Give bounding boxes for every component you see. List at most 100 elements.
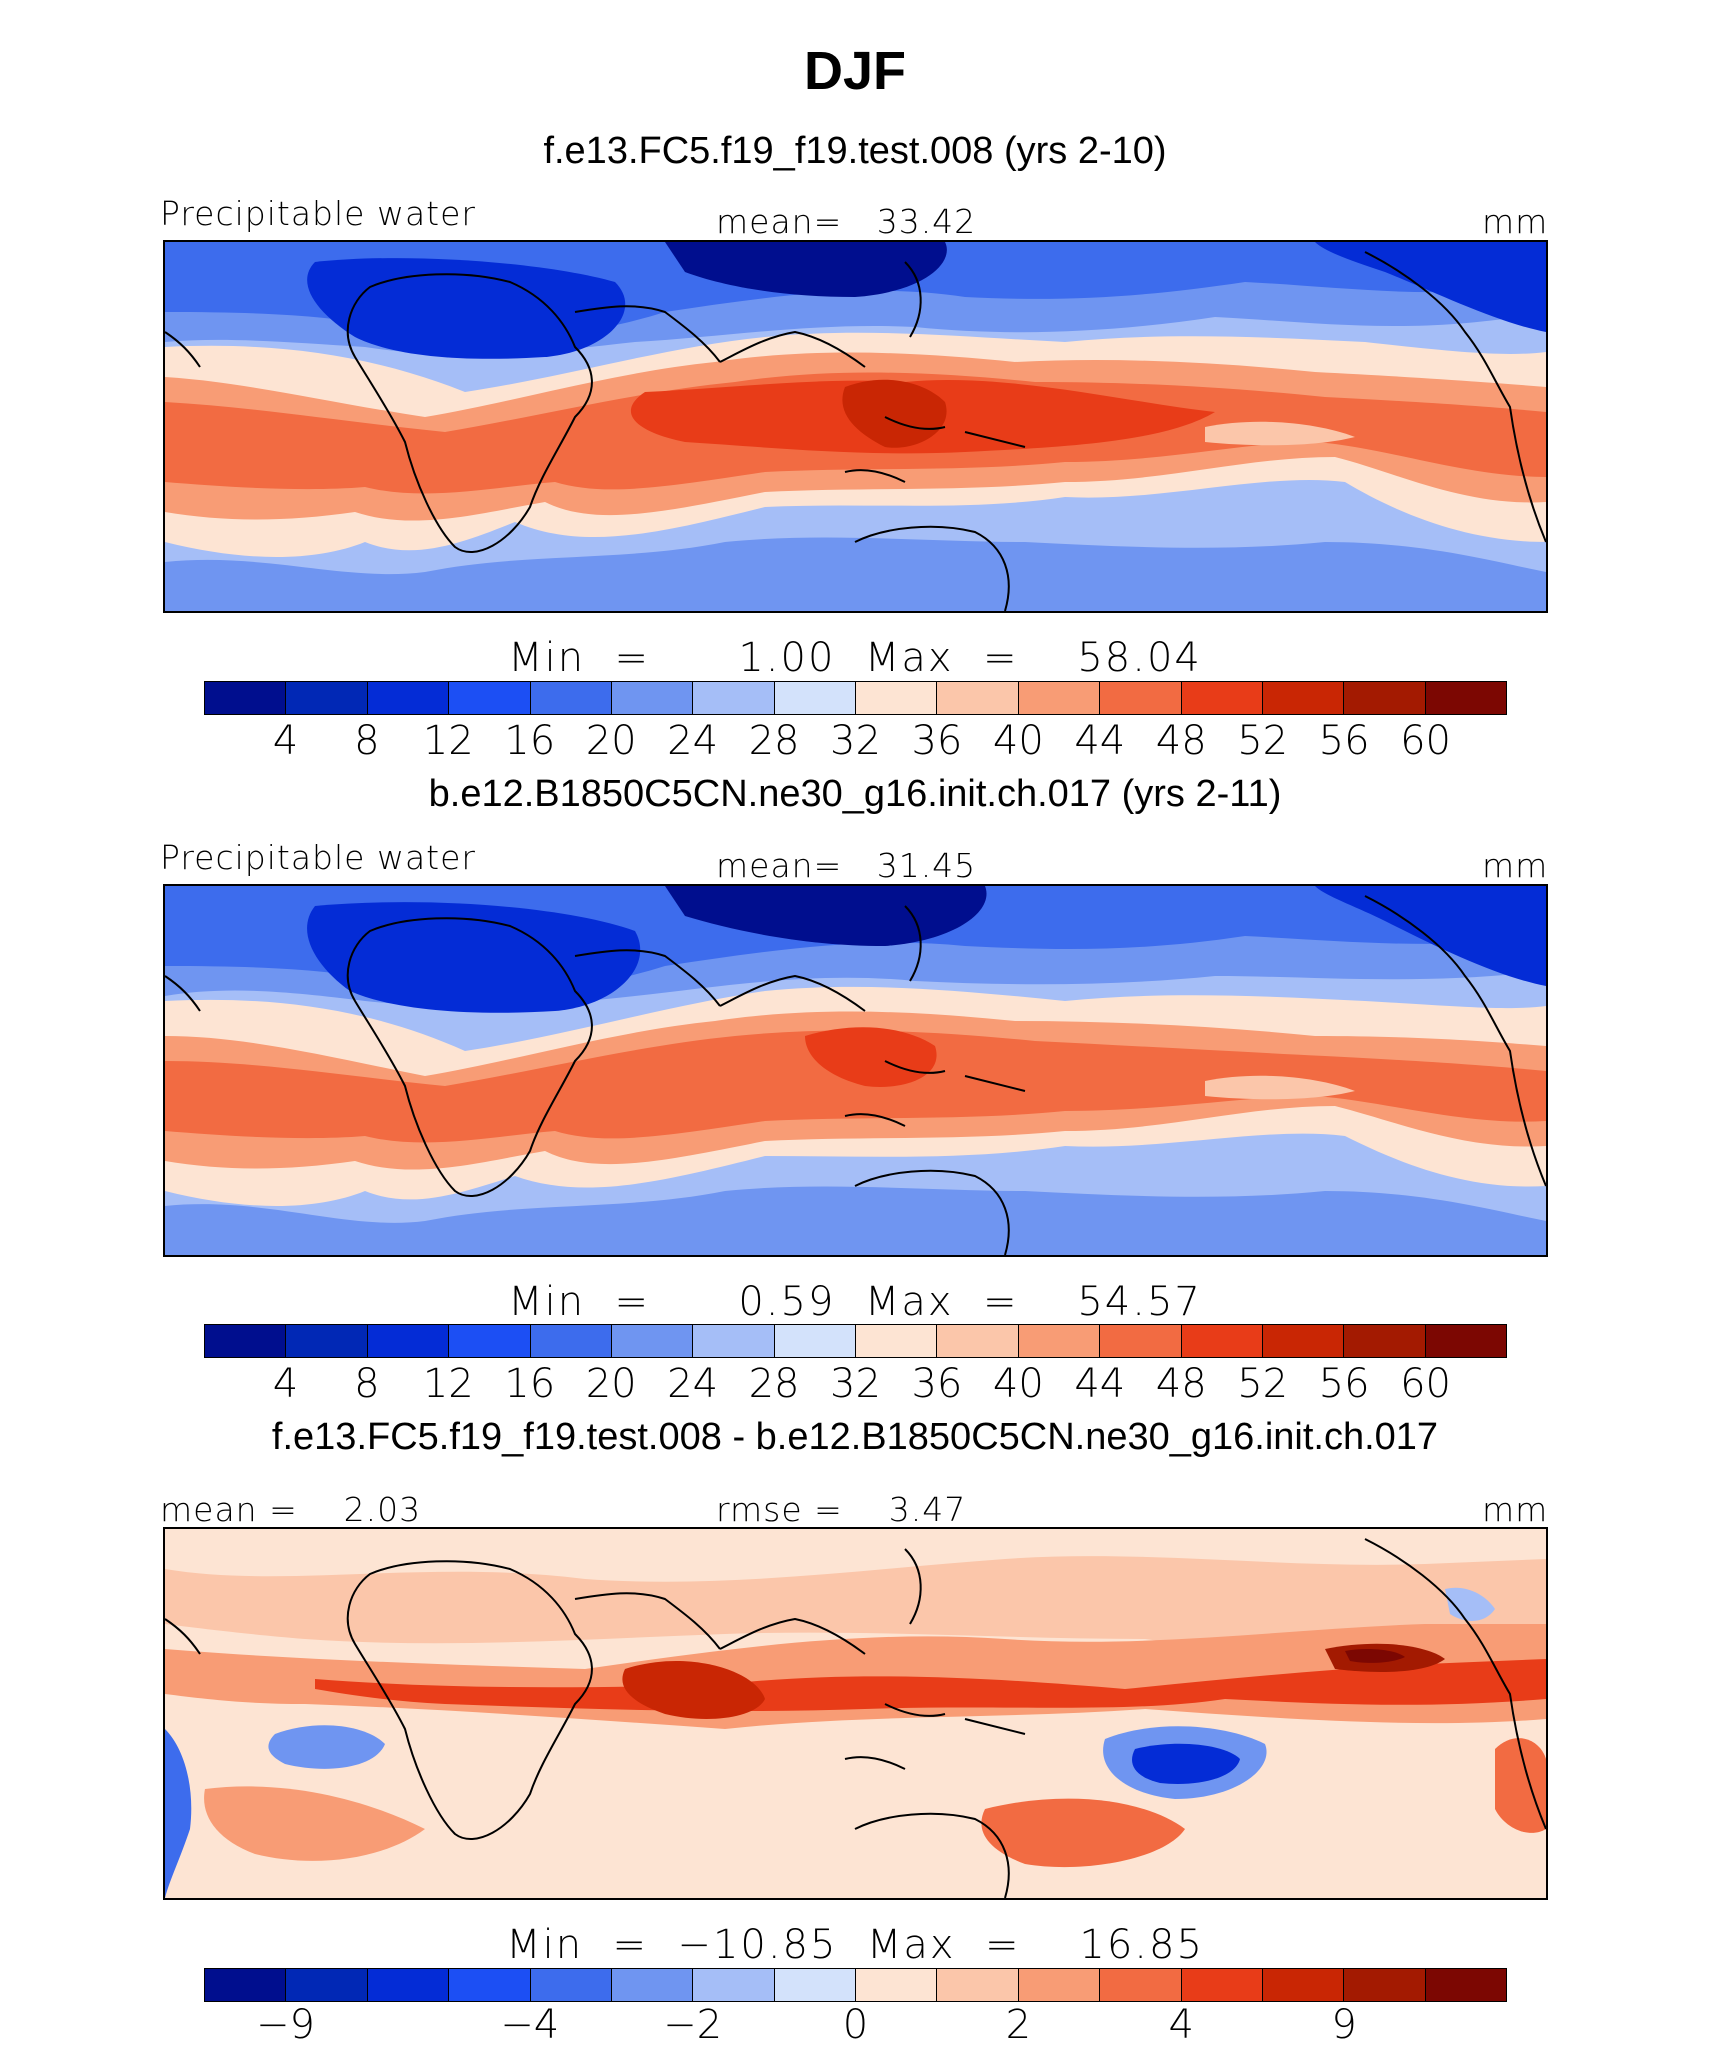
colorbar-box: [856, 1969, 938, 2001]
colorbar-box: [1425, 1969, 1506, 2001]
colorbar-tick-label: 0: [842, 2002, 869, 2048]
colorbar-box: [1262, 1325, 1345, 1357]
panel-2-minmax: Min = 0.59 Max = 54.57: [508, 1279, 1202, 1325]
colorbar-tick-label: 28: [748, 718, 800, 764]
colorbar-tick-label: 2: [1005, 2002, 1032, 2048]
colorbar-box: [693, 1969, 775, 2001]
colorbar-box: [1018, 1325, 1101, 1357]
colorbar-tick-label: 44: [1074, 718, 1126, 764]
colorbar-box: [1181, 1325, 1263, 1357]
colorbar-box: [449, 682, 531, 714]
colorbar-tick-label: 9: [1331, 2002, 1357, 2048]
colorbar-tick-label: 36: [911, 718, 963, 764]
colorbar-box: [205, 1325, 287, 1357]
colorbar-box: [1262, 1969, 1345, 2001]
panel-1-title: f.e13.FC5.f19_f19.test.008 (yrs 2-10): [543, 130, 1167, 172]
colorbar-box: [1100, 1969, 1182, 2001]
panel-2-variable-label: Precipitable water: [160, 838, 476, 877]
colorbar-box: [611, 1325, 694, 1357]
colorbar-tick-label: 24: [667, 718, 719, 764]
colorbar-tick-label: 32: [830, 718, 881, 764]
colorbar-box: [1181, 682, 1263, 714]
colorbar-box: [774, 1969, 856, 2001]
colorbar-tick-label: 28: [748, 1361, 800, 1407]
panel-3-contour-field: [165, 1529, 1546, 1898]
colorbar-tick-label: 32: [830, 1361, 881, 1407]
colorbar-box: [367, 1325, 450, 1357]
panel-2-units-label: mm: [1482, 846, 1549, 885]
colorbar-tick-label: −2: [663, 2002, 723, 2048]
panel-1-map: [163, 240, 1548, 613]
panel-1-contour-field: [165, 242, 1546, 611]
panel-3-minmax: Min = −10.85 Max = 16.85: [506, 1922, 1204, 1968]
colorbar-box: [1344, 1325, 1426, 1357]
colorbar-box: [856, 682, 938, 714]
panel-1-units-label: mm: [1482, 202, 1549, 241]
colorbar-box: [611, 682, 694, 714]
colorbar-box: [1181, 1969, 1263, 2001]
colorbar-tick-label: 44: [1074, 1361, 1126, 1407]
colorbar-box: [1344, 682, 1426, 714]
panel-2-colorbar: [204, 1324, 1507, 1358]
colorbar-tick-label: −9: [255, 2002, 315, 2048]
colorbar-tick-label: 4: [1168, 2002, 1194, 2048]
panel-1-variable-label: Precipitable water: [160, 194, 476, 233]
colorbar-tick-label: 20: [585, 718, 637, 764]
colorbar-tick-label: 12: [422, 718, 474, 764]
colorbar-box: [449, 1325, 531, 1357]
colorbar-box: [286, 1325, 368, 1357]
colorbar-tick-label: 24: [667, 1361, 719, 1407]
colorbar-box: [937, 1325, 1019, 1357]
panel-1-colorbar: [204, 681, 1507, 715]
figure-title: DJF: [803, 41, 906, 101]
panel-2-title: b.e12.B1850C5CN.ne30_g16.init.ch.017 (yr…: [428, 773, 1282, 815]
colorbar-tick-label: 40: [992, 1361, 1044, 1407]
colorbar-box: [856, 1325, 938, 1357]
colorbar-tick-label: 16: [504, 718, 556, 764]
colorbar-box: [449, 1969, 531, 2001]
colorbar-box: [205, 1969, 287, 2001]
colorbar-box: [1018, 1969, 1101, 2001]
colorbar-box: [611, 1969, 694, 2001]
colorbar-tick-label: 4: [272, 718, 299, 764]
colorbar-tick-label: 8: [354, 718, 380, 764]
panel-3-colorbar-ticks: −9 −4 −2 0 2 4 9: [0, 2002, 1710, 2048]
colorbar-box: [530, 1969, 612, 2001]
panel-3-rmse-label: rmse = 3.47: [716, 1490, 967, 1529]
colorbar-tick-label: 56: [1318, 1361, 1370, 1407]
colorbar-tick-label: 52: [1237, 718, 1289, 764]
colorbar-tick-label: 36: [911, 1361, 963, 1407]
colorbar-tick-label: 56: [1318, 718, 1370, 764]
colorbar-box: [286, 682, 368, 714]
colorbar-box: [1262, 682, 1345, 714]
colorbar-box: [1425, 1325, 1506, 1357]
colorbar-box: [1018, 682, 1101, 714]
panel-2-mean-label: mean= 31.45: [716, 846, 977, 885]
colorbar-box: [1425, 682, 1506, 714]
panel-3-colorbar: [204, 1968, 1507, 2002]
colorbar-box: [693, 682, 775, 714]
colorbar-box: [693, 1325, 775, 1357]
panel-3-title: f.e13.FC5.f19_f19.test.008 - b.e12.B1850…: [271, 1416, 1439, 1458]
colorbar-box: [367, 1969, 450, 2001]
colorbar-box: [774, 682, 856, 714]
panel-3-units-label: mm: [1482, 1490, 1549, 1529]
colorbar-tick-label: 48: [1155, 718, 1207, 764]
colorbar-tick-label: 12: [422, 1361, 474, 1407]
colorbar-box: [774, 1325, 856, 1357]
panel-2-map: [163, 884, 1548, 1257]
colorbar-tick-label: 20: [585, 1361, 637, 1407]
panel-1-mean-label: mean= 33.42: [716, 202, 977, 241]
colorbar-box: [937, 682, 1019, 714]
panel-2-colorbar-ticks: 4 8 12 16 20 24 28 32 36 40 44 48 52 56 60: [0, 1361, 1710, 1411]
panel-1-colorbar-ticks: 4 8 12 16 20 24 28 32 36 40 44 48 52 56 60: [0, 718, 1710, 768]
colorbar-tick-label: −4: [500, 2002, 560, 2048]
colorbar-tick-label: 60: [1400, 1361, 1452, 1407]
colorbar-box: [1100, 1325, 1182, 1357]
colorbar-tick-label: 60: [1400, 718, 1452, 764]
panel-3-mean-label: mean = 2.03: [160, 1490, 422, 1529]
colorbar-tick-label: 40: [992, 718, 1044, 764]
colorbar-box: [530, 1325, 612, 1357]
colorbar-box: [205, 682, 287, 714]
colorbar-tick-label: 52: [1237, 1361, 1289, 1407]
